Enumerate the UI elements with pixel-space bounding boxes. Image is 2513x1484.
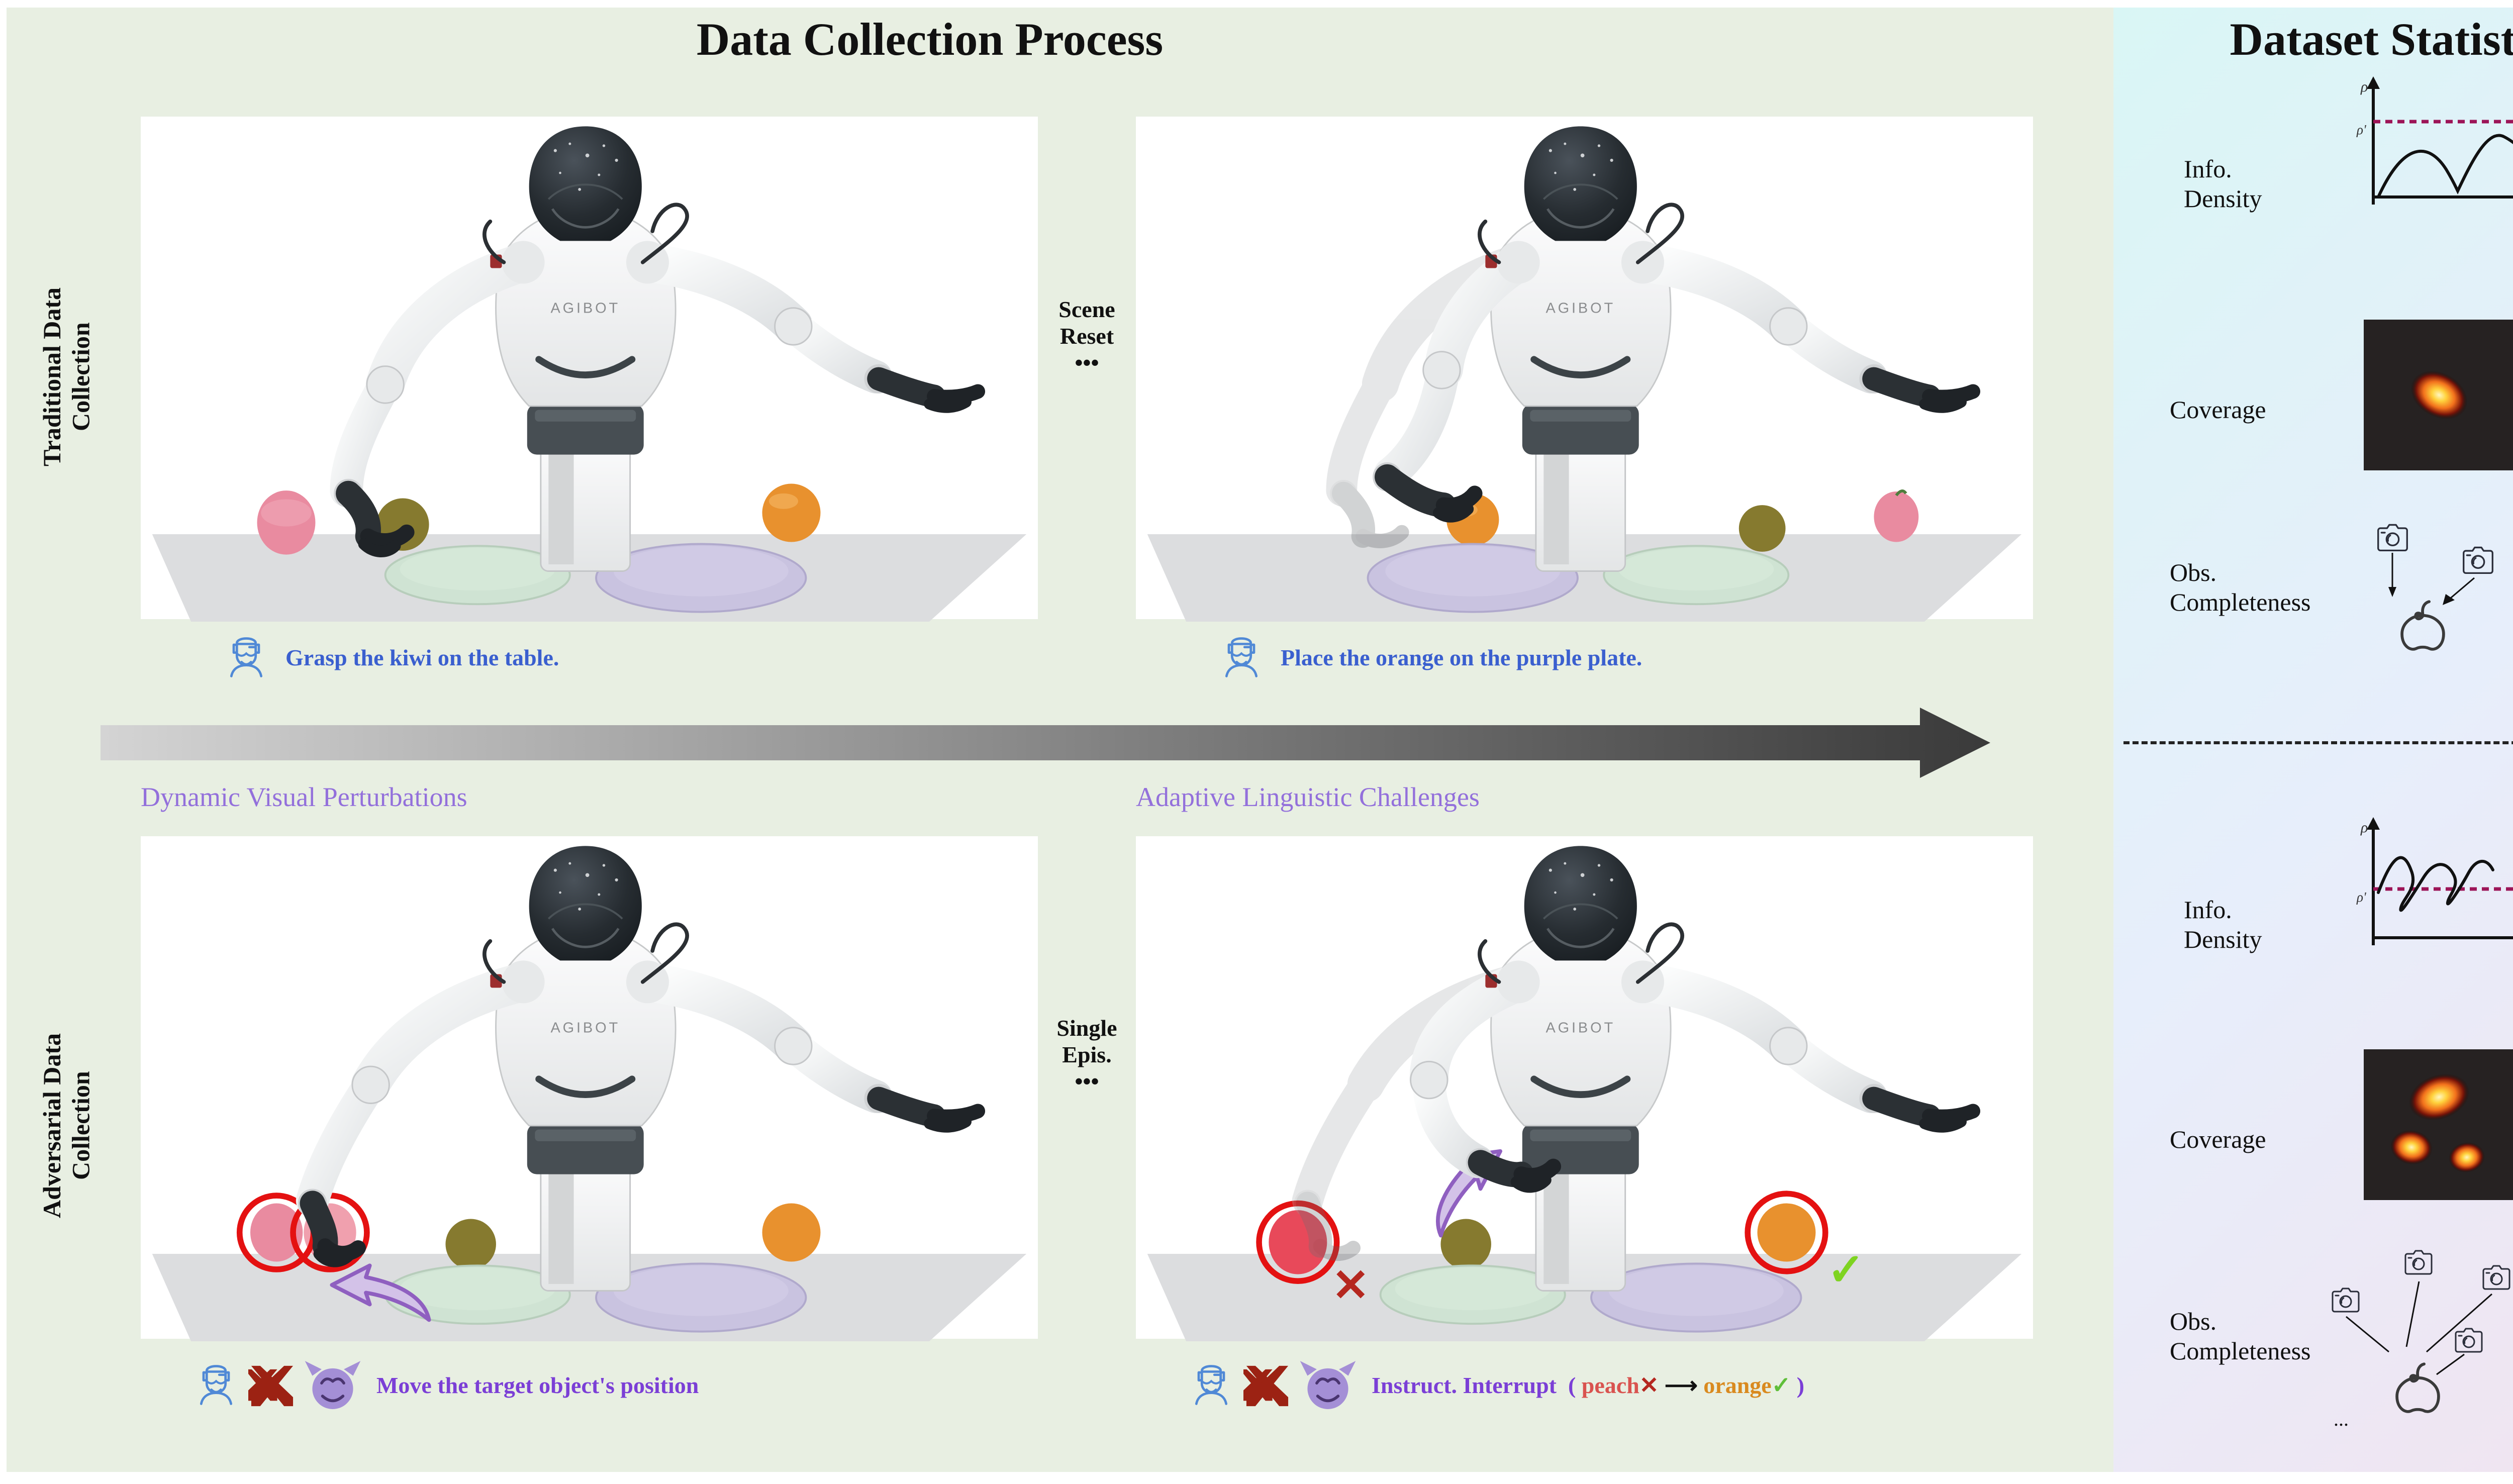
svg-text:AGIBOT: AGIBOT [551,300,621,316]
svg-text:✓: ✓ [1827,1246,1865,1295]
svg-text:AGIBOT: AGIBOT [1546,1020,1616,1036]
svg-text:AGIBOT: AGIBOT [1546,300,1616,316]
svg-text:ρ: ρ [2360,819,2368,836]
svg-text:AGIBOT: AGIBOT [551,1020,621,1036]
svg-text:ρ': ρ' [2356,889,2367,905]
svg-text:ρ: ρ [2360,78,2368,95]
svg-text:✕: ✕ [1332,1261,1369,1311]
svg-text:ρ': ρ' [2356,122,2367,137]
